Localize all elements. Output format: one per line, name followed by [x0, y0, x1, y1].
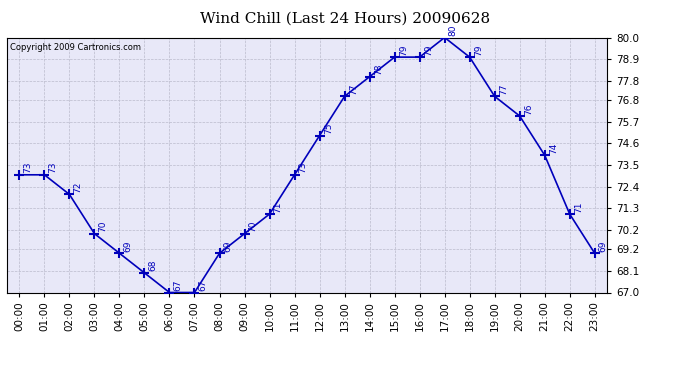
Text: 70: 70 [248, 221, 257, 232]
Text: 69: 69 [599, 240, 608, 252]
Text: 80: 80 [448, 25, 457, 36]
Text: 72: 72 [74, 182, 83, 193]
Text: 75: 75 [324, 123, 333, 134]
Text: 76: 76 [524, 103, 533, 115]
Text: 69: 69 [224, 240, 233, 252]
Text: Wind Chill (Last 24 Hours) 20090628: Wind Chill (Last 24 Hours) 20090628 [200, 11, 490, 25]
Text: 67: 67 [199, 280, 208, 291]
Text: 69: 69 [124, 240, 132, 252]
Text: 68: 68 [148, 260, 157, 272]
Text: 79: 79 [399, 44, 408, 56]
Text: 71: 71 [574, 201, 583, 213]
Text: 67: 67 [174, 280, 183, 291]
Text: 70: 70 [99, 221, 108, 232]
Text: 79: 79 [424, 44, 433, 56]
Text: 71: 71 [274, 201, 283, 213]
Text: 73: 73 [299, 162, 308, 173]
Text: 77: 77 [499, 84, 508, 95]
Text: Copyright 2009 Cartronics.com: Copyright 2009 Cartronics.com [10, 43, 141, 52]
Text: 78: 78 [374, 64, 383, 75]
Text: 74: 74 [549, 142, 558, 154]
Text: 73: 73 [23, 162, 32, 173]
Text: 77: 77 [348, 84, 357, 95]
Text: 73: 73 [48, 162, 57, 173]
Text: 79: 79 [474, 44, 483, 56]
